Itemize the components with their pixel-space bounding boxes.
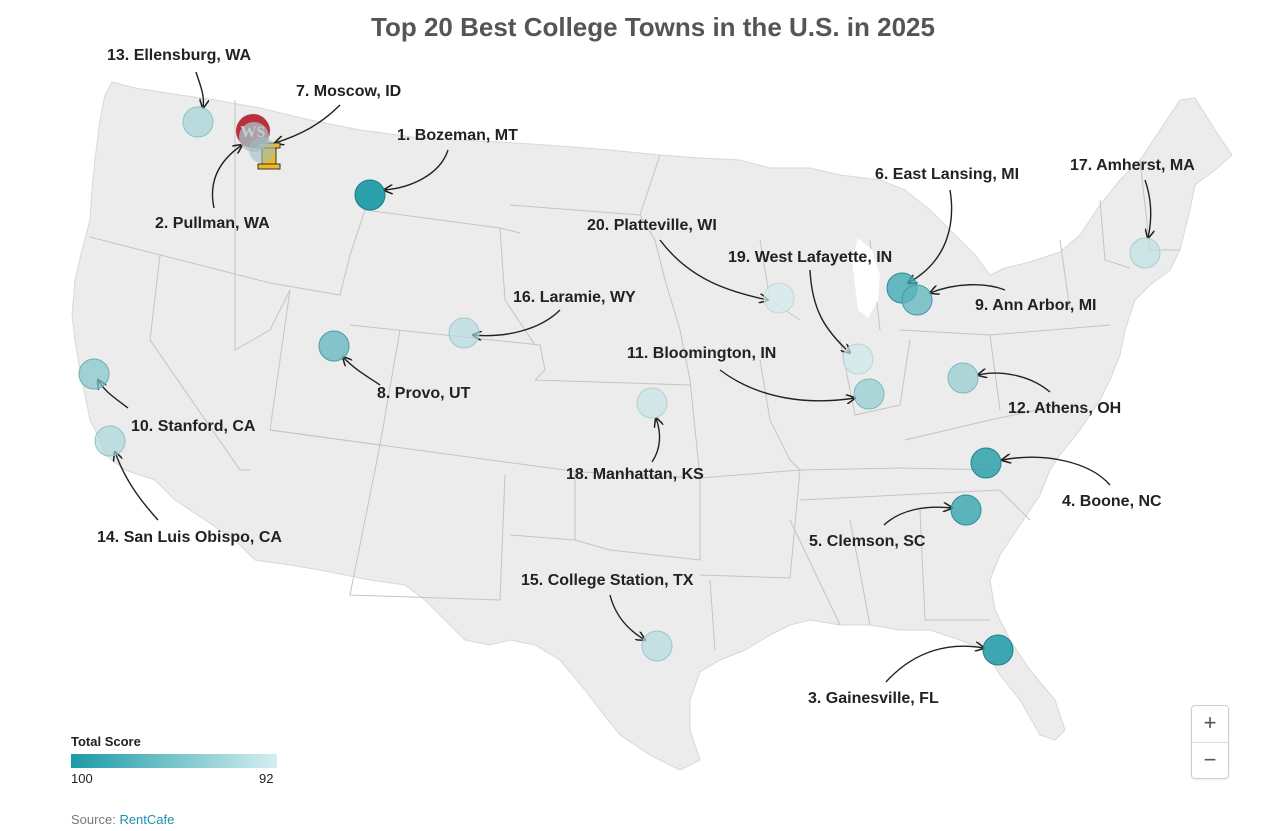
- label-4: 4. Boone, NC: [1062, 493, 1162, 510]
- label-14: 14. San Luis Obispo, CA: [97, 529, 282, 546]
- label-11: 11. Bloomington, IN: [627, 345, 776, 362]
- arrow-1: [384, 149, 449, 190]
- marker-19-west-lafayette[interactable]: [842, 343, 874, 375]
- arrow-20: [659, 239, 768, 300]
- arrow-9: [930, 283, 1006, 293]
- marker-14-san-luis-obispo[interactable]: [94, 425, 126, 457]
- arrow-14: [115, 452, 159, 521]
- arrow-5: [883, 507, 952, 526]
- lake-michigan: [852, 238, 880, 318]
- arrow-6: [908, 189, 953, 283]
- label-7: 7. Moscow, ID: [296, 83, 401, 100]
- marker-3-gainesville[interactable]: [982, 634, 1014, 666]
- marker-15-college-station[interactable]: [641, 630, 673, 662]
- arrow-16: [473, 309, 561, 336]
- label-13: 13. Ellensburg, WA: [107, 47, 251, 64]
- arrow-4: [1002, 457, 1111, 486]
- legend-max-label: 92: [259, 771, 274, 786]
- arrow-7: [275, 104, 341, 143]
- state-borders: [89, 100, 1180, 651]
- label-16: 16. Laramie, WY: [513, 289, 636, 306]
- city-labels: 1. Bozeman, MT 2. Pullman, WA 3. Gainesv…: [97, 47, 1195, 707]
- label-2: 2. Pullman, WA: [155, 215, 270, 232]
- zoom-in-button[interactable]: +: [1203, 710, 1217, 735]
- legend-color-scale: [71, 754, 277, 768]
- arrow-13: [195, 71, 203, 108]
- arrow-17: [1144, 179, 1151, 238]
- marker-4-boone[interactable]: [970, 447, 1002, 479]
- marker-8-provo[interactable]: [318, 330, 350, 362]
- legend-min-label: 100: [71, 771, 93, 786]
- legend-title: Total Score: [71, 734, 141, 749]
- marker-18-manhattan[interactable]: [636, 387, 668, 419]
- label-3: 3. Gainesville, FL: [808, 690, 939, 707]
- arrow-11: [719, 369, 855, 401]
- label-19: 19. West Lafayette, IN: [728, 249, 892, 266]
- arrow-3: [885, 646, 984, 683]
- marker-13-ellensburg[interactable]: [182, 106, 214, 138]
- label-10: 10. Stanford, CA: [131, 418, 256, 435]
- label-20: 20. Platteville, WI: [587, 217, 717, 234]
- marker-11-bloomington[interactable]: [853, 378, 885, 410]
- label-8: 8. Provo, UT: [377, 385, 471, 402]
- marker-12-athens[interactable]: [947, 362, 979, 394]
- source-line: Source: RentCafe: [71, 812, 174, 827]
- label-17: 17. Amherst, MA: [1070, 157, 1195, 174]
- arrow-19: [809, 269, 850, 353]
- arrow-15: [609, 594, 645, 640]
- marker-7-moscow[interactable]: [249, 137, 275, 163]
- source-prefix: Source:: [71, 812, 116, 827]
- marker-16-laramie[interactable]: [448, 317, 480, 349]
- zoom-controls: + −: [1191, 705, 1229, 779]
- marker-10-stanford[interactable]: [78, 358, 110, 390]
- source-link[interactable]: RentCafe: [119, 812, 175, 827]
- arrow-18: [651, 418, 659, 463]
- arrow-2: [211, 145, 242, 209]
- us-landmass: [71, 81, 1233, 771]
- marker-1-bozeman[interactable]: [354, 179, 386, 211]
- marker-20-platteville[interactable]: [763, 282, 795, 314]
- label-6: 6. East Lansing, MI: [875, 166, 1019, 183]
- marker-5-clemson[interactable]: [950, 494, 982, 526]
- arrow-8: [343, 357, 381, 386]
- arrow-12: [978, 373, 1051, 393]
- city-markers[interactable]: [78, 106, 1161, 666]
- label-9: 9. Ann Arbor, MI: [975, 297, 1096, 314]
- map-title: Top 20 Best College Towns in the U.S. in…: [371, 12, 935, 42]
- label-1: 1. Bozeman, MT: [397, 127, 518, 144]
- label-15: 15. College Station, TX: [521, 572, 694, 589]
- label-5: 5. Clemson, SC: [809, 533, 926, 550]
- label-18: 18. Manhattan, KS: [566, 466, 704, 483]
- marker-17-amherst[interactable]: [1129, 237, 1161, 269]
- label-12: 12. Athens, OH: [1008, 400, 1121, 417]
- zoom-out-button[interactable]: −: [1192, 742, 1228, 779]
- marker-9-ann-arbor[interactable]: [901, 284, 933, 316]
